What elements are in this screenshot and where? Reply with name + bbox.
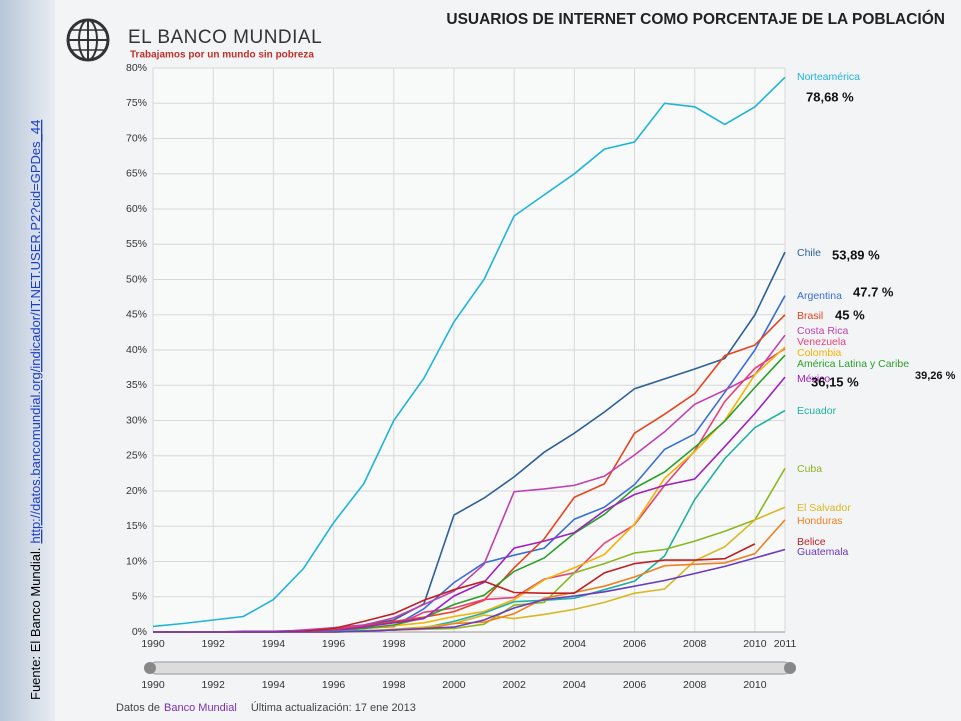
footer: Datos de Banco Mundial Última actualizació… (116, 701, 416, 714)
y-tick-label: 30% (126, 414, 147, 426)
x-tick-label: 2008 (683, 638, 707, 650)
x-tick-label: 2002 (502, 638, 526, 650)
logo-name: EL BANCO MUNDIAL (128, 27, 322, 48)
x-tick-label: 1998 (382, 638, 406, 650)
legend-label: Chile (797, 247, 821, 259)
side-strip (0, 0, 55, 721)
y-tick-label: 55% (126, 238, 147, 250)
timeline-label: 1994 (262, 679, 286, 691)
y-tick-label: 40% (126, 344, 147, 356)
source-prefix: Fuente: El Banco Mundial. (28, 548, 43, 700)
y-tick-label: 45% (126, 309, 147, 321)
chart-title: USUARIOS DE INTERNET COMO PORCENTAJE DE … (446, 10, 945, 28)
legend-label: Cuba (797, 463, 822, 475)
legend-label: Colombia (797, 347, 842, 359)
legend-label: Honduras (797, 515, 843, 527)
y-tick-label: 75% (126, 97, 147, 109)
y-tick-label: 15% (126, 520, 147, 532)
timeline[interactable] (149, 661, 791, 675)
x-tick-label: 2011 (774, 638, 797, 650)
timeline-handle[interactable] (784, 662, 796, 674)
x-tick-label: 1996 (322, 638, 346, 650)
y-tick-label: 20% (126, 485, 147, 497)
footer-brand[interactable]: Banco Mundial (164, 702, 237, 714)
timeline-label: 1992 (202, 679, 226, 691)
timeline-label: 1990 (141, 679, 165, 691)
legend-label: México (797, 373, 830, 385)
logo-tagline: Trabajamos por un mundo sin pobreza (130, 50, 314, 61)
timeline-label: 2004 (563, 679, 587, 691)
y-tick-label: 5% (132, 591, 147, 603)
annotation: 47.7 % (853, 284, 894, 299)
y-tick-label: 65% (126, 168, 147, 180)
legend-label: El Salvador (797, 502, 851, 514)
logo: EL BANCO MUNDIAL Trabajamos por un mundo… (66, 18, 322, 62)
legend-label: Venezuela (797, 336, 846, 348)
timeline-label: 2002 (502, 679, 526, 691)
legend-label: Guatemala (797, 546, 849, 558)
legend-label: Costa Rica (797, 325, 849, 337)
timeline-label: 2006 (623, 679, 647, 691)
y-tick-label: 0% (132, 626, 147, 638)
series-line (153, 548, 786, 633)
timeline-label: 2008 (683, 679, 707, 691)
timeline-label: 1996 (322, 679, 346, 691)
footer-prefix: Datos de (116, 702, 160, 714)
x-tick-label: 2004 (563, 638, 587, 650)
x-tick-label: 2010 (743, 638, 767, 650)
y-tick-label: 10% (126, 555, 147, 567)
footer-updated: Última actualización: 17 ene 2013 (251, 701, 416, 714)
y-tick-label: 70% (126, 132, 147, 144)
series-line (152, 76, 786, 628)
legend-label: Argentina (797, 290, 842, 302)
y-tick-label: 35% (126, 379, 147, 391)
timeline-label: 2000 (442, 679, 466, 691)
legend-label: Ecuador (797, 405, 837, 417)
timeline-handle[interactable] (144, 662, 156, 674)
x-tick-label: 2000 (442, 638, 466, 650)
annotation: 53,89 % (832, 247, 880, 262)
x-tick-label: 1990 (141, 638, 165, 650)
y-tick-label: 80% (126, 62, 147, 74)
legend-label: Norteamérica (797, 71, 860, 83)
annotation: 39,26 % (915, 370, 956, 382)
annotation: 36,15 % (811, 374, 859, 389)
timeline-label: 1998 (382, 679, 406, 691)
annotation: 78,68 % (806, 89, 854, 104)
legend-label: América Latina y Caribe (797, 358, 909, 370)
source: Fuente: El Banco Mundial. http://datos.ba… (28, 120, 43, 700)
y-tick-label: 25% (126, 450, 147, 462)
timeline-label: 2010 (743, 679, 767, 691)
source-url[interactable]: http://datos.bancomundial.org/indicador/… (28, 120, 43, 544)
y-tick-label: 60% (126, 203, 147, 215)
x-tick-label: 1994 (262, 638, 286, 650)
annotation: 45 % (835, 307, 865, 322)
y-tick-label: 50% (126, 273, 147, 285)
legend-label: Belice (797, 536, 826, 548)
x-tick-label: 1992 (202, 638, 226, 650)
legend-label: Brasil (797, 310, 823, 322)
x-tick-label: 2006 (623, 638, 647, 650)
